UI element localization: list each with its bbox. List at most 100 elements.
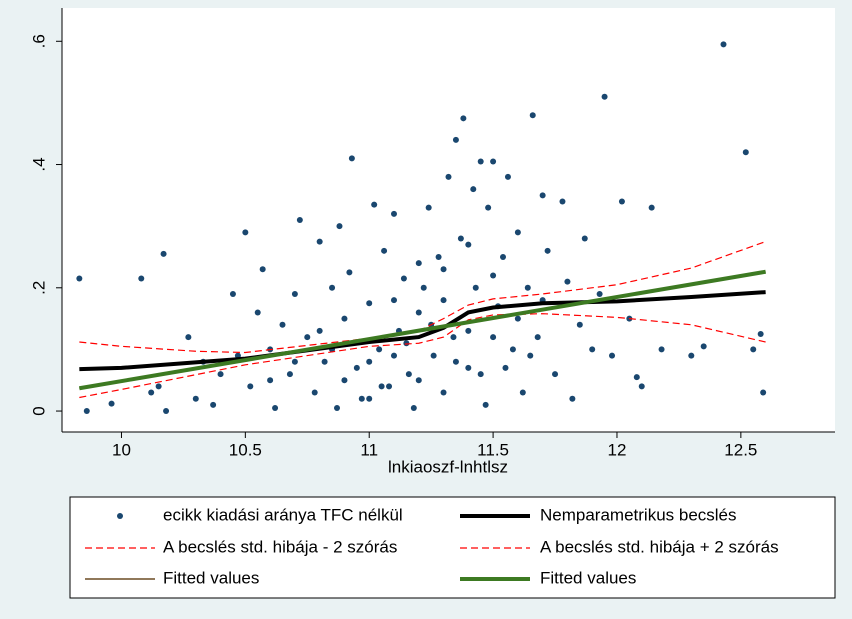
data-point xyxy=(539,192,546,199)
data-point xyxy=(638,383,645,390)
data-point xyxy=(544,247,551,254)
data-point xyxy=(750,346,757,353)
data-point xyxy=(155,383,162,390)
data-point xyxy=(366,395,373,402)
x-tick-label: 11 xyxy=(360,440,378,459)
legend-label: Fitted values xyxy=(540,568,636,587)
data-point xyxy=(534,334,541,341)
data-point xyxy=(519,389,526,396)
data-point xyxy=(482,401,489,408)
data-point xyxy=(234,352,241,359)
data-point xyxy=(390,210,397,217)
x-tick-label: 11.5 xyxy=(477,440,509,459)
data-point xyxy=(405,371,412,378)
data-point xyxy=(564,278,571,285)
data-point xyxy=(148,389,155,396)
data-point xyxy=(376,346,383,353)
legend-marker xyxy=(117,513,123,519)
data-point xyxy=(108,400,115,407)
data-point xyxy=(589,346,596,353)
data-point xyxy=(329,284,336,291)
data-point xyxy=(403,340,410,347)
y-tick-label: .4 xyxy=(29,157,48,171)
data-point xyxy=(247,383,254,390)
data-point xyxy=(83,408,90,415)
data-point xyxy=(465,327,472,334)
data-point xyxy=(552,371,559,378)
data-point xyxy=(490,272,497,279)
data-point xyxy=(321,358,328,365)
data-point xyxy=(378,383,385,390)
data-point xyxy=(415,377,422,384)
data-point xyxy=(390,352,397,359)
data-point xyxy=(477,371,484,378)
data-point xyxy=(390,297,397,304)
data-point xyxy=(279,321,286,328)
data-point xyxy=(757,331,764,338)
data-point xyxy=(229,290,236,297)
data-point xyxy=(425,204,432,211)
x-tick-label: 12 xyxy=(608,440,627,459)
data-point xyxy=(581,235,588,242)
data-point xyxy=(348,155,355,162)
data-point xyxy=(410,404,417,411)
data-point xyxy=(529,112,536,119)
x-axis-title: lnkiaoszf-lnhtlsz xyxy=(388,457,508,476)
data-point xyxy=(457,235,464,242)
data-point xyxy=(648,204,655,211)
data-point xyxy=(559,198,566,205)
data-point xyxy=(420,284,427,291)
x-tick-label: 12.5 xyxy=(724,440,757,459)
data-point xyxy=(435,253,442,260)
data-point xyxy=(509,346,516,353)
data-point xyxy=(490,158,497,165)
data-point xyxy=(334,404,341,411)
data-point xyxy=(472,284,479,291)
data-point xyxy=(700,343,707,350)
series-line xyxy=(79,269,766,391)
data-point xyxy=(601,93,608,100)
y-tick-label: 0 xyxy=(29,406,48,415)
series-line xyxy=(79,290,766,372)
data-point xyxy=(341,315,348,322)
x-tick-label: 10 xyxy=(112,440,131,459)
data-point xyxy=(760,389,767,396)
data-point xyxy=(445,173,452,180)
data-point xyxy=(415,309,422,316)
legend-label: A becslés std. hibája - 2 szórás xyxy=(163,537,397,556)
plot-area xyxy=(62,8,835,432)
data-point xyxy=(316,238,323,245)
legend-label: Nemparametrikus becslés xyxy=(540,505,737,524)
data-point xyxy=(341,377,348,384)
data-point xyxy=(452,136,459,143)
data-point xyxy=(618,198,625,205)
data-point xyxy=(596,290,603,297)
data-point xyxy=(242,229,249,236)
data-point xyxy=(569,395,576,402)
data-point xyxy=(358,395,365,402)
legend-label: ecikk kiadási aránya TFC nélkül xyxy=(163,505,403,524)
data-point xyxy=(465,241,472,248)
data-point xyxy=(272,404,279,411)
data-point xyxy=(485,204,492,211)
data-point xyxy=(185,334,192,341)
data-point xyxy=(366,300,373,307)
data-point xyxy=(160,250,167,257)
data-point xyxy=(440,266,447,273)
series-line xyxy=(79,241,766,354)
data-point xyxy=(742,149,749,156)
data-point xyxy=(502,364,509,371)
data-point xyxy=(514,229,521,236)
data-point xyxy=(346,269,353,276)
data-point xyxy=(381,247,388,254)
data-point xyxy=(440,389,447,396)
data-point xyxy=(504,173,511,180)
series-line xyxy=(79,313,766,399)
data-point xyxy=(259,266,266,273)
legend-label: A becslés std. hibája + 2 szórás xyxy=(540,537,779,556)
data-point xyxy=(163,408,170,415)
y-tick-label: .2 xyxy=(29,281,48,295)
data-point xyxy=(291,290,298,297)
data-point xyxy=(76,275,83,282)
x-tick-label: 10.5 xyxy=(229,440,262,459)
